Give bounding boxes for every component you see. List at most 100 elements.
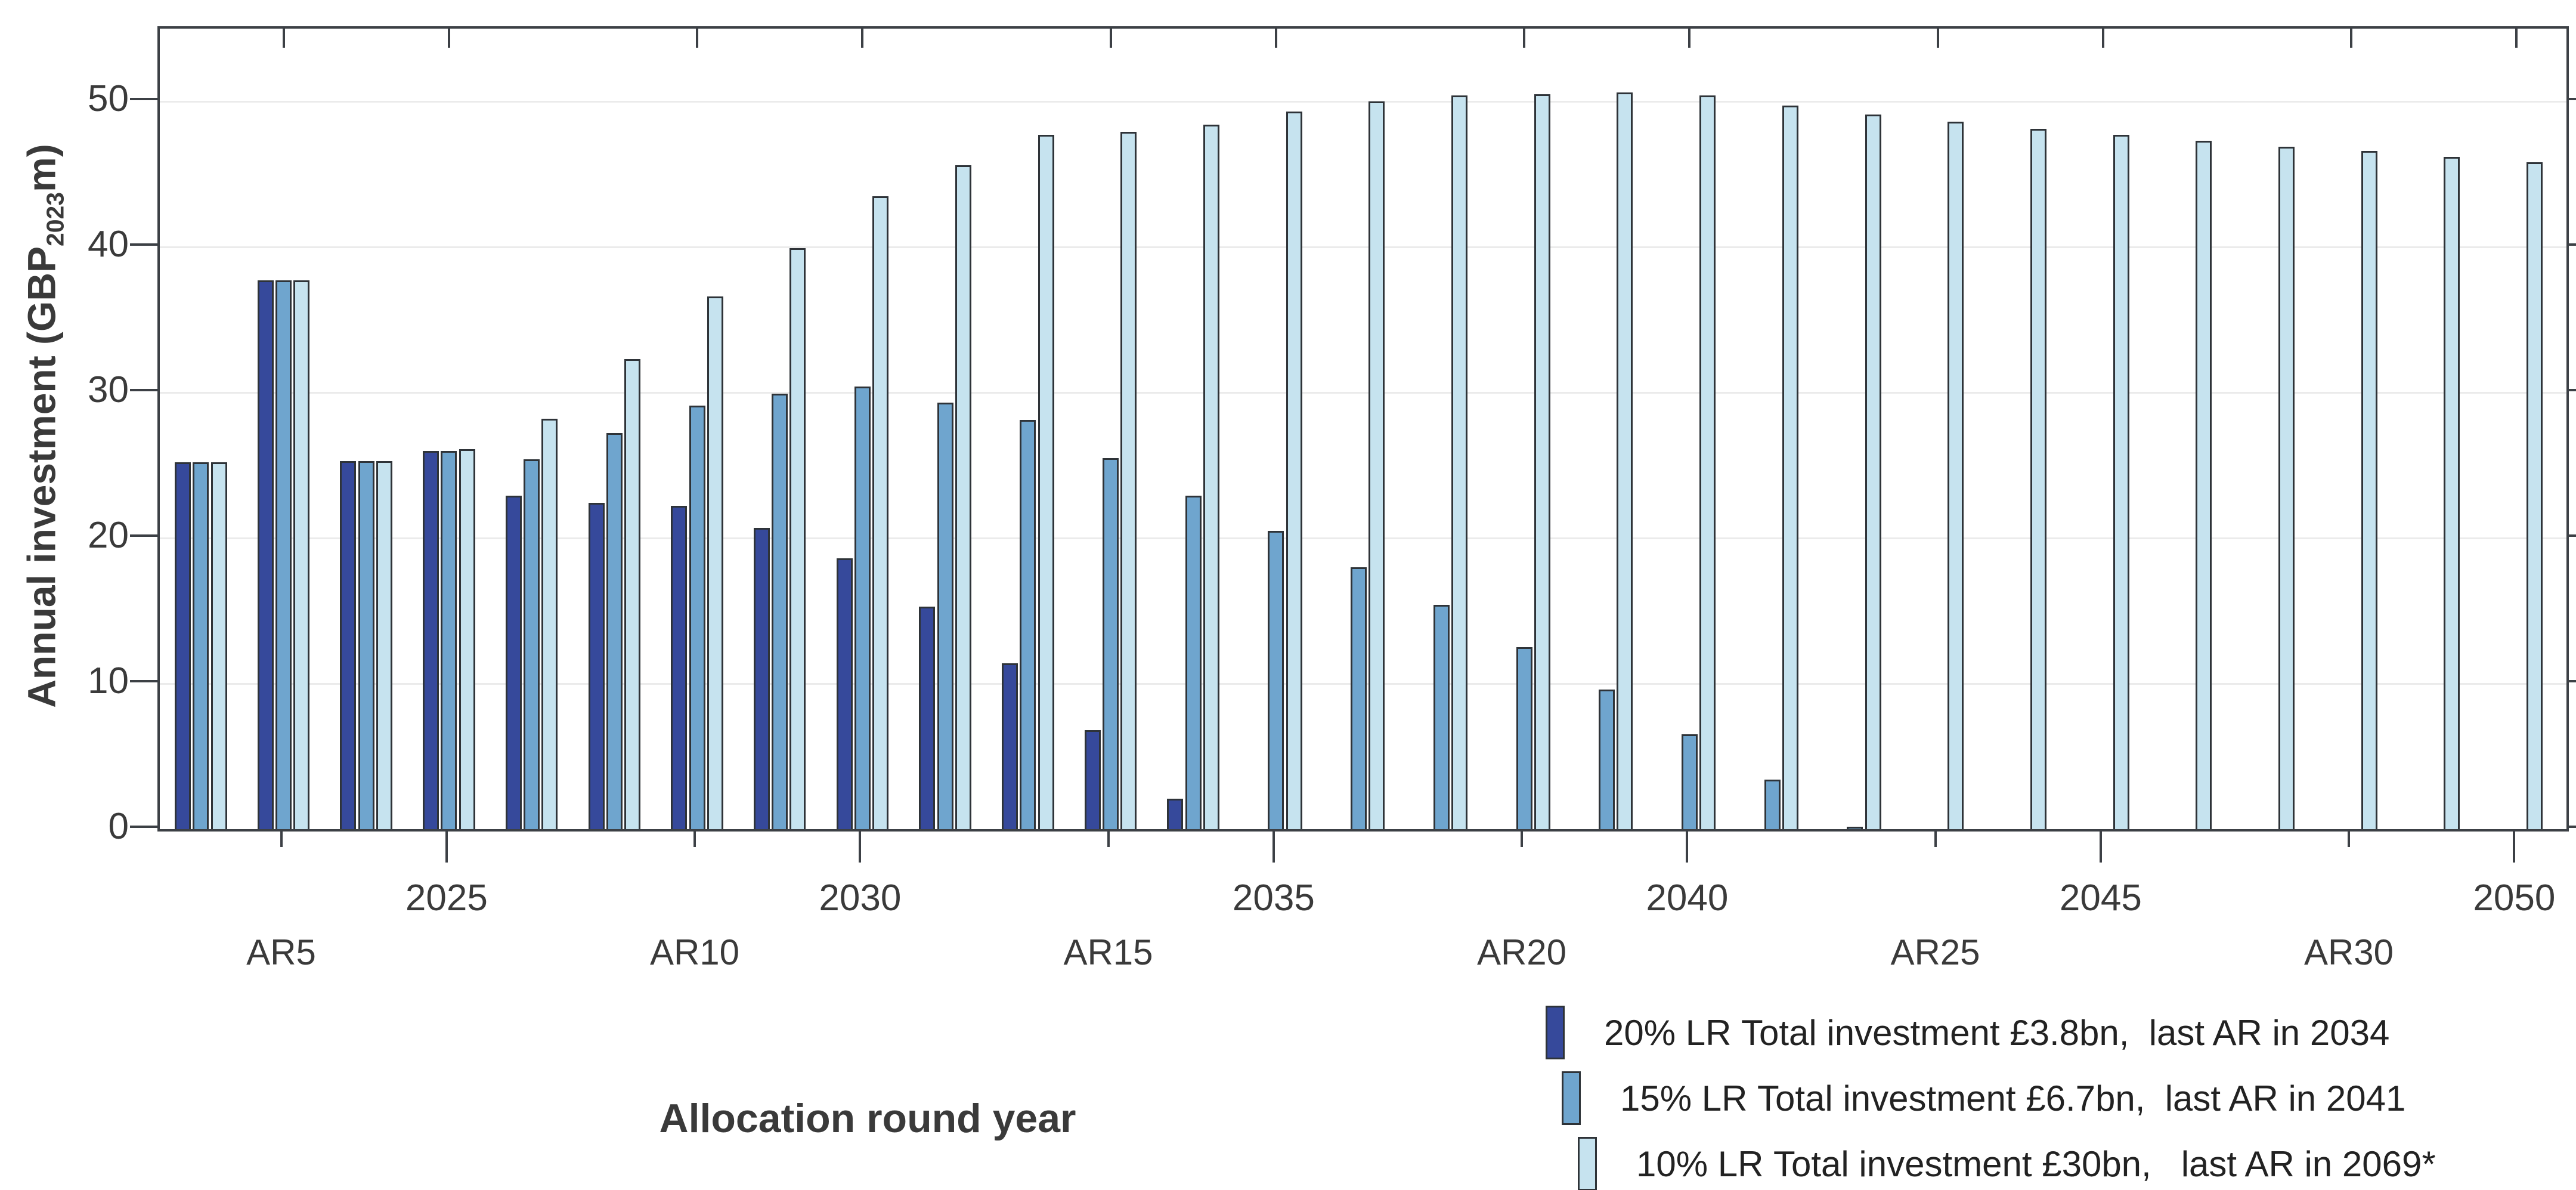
- bar-10pct-2031: [955, 165, 971, 829]
- bar-15pct-2029: [772, 394, 788, 829]
- bar-20pct-2026: [505, 496, 522, 829]
- bar-15pct-2028: [689, 406, 705, 829]
- bar-20pct-2033: [1084, 730, 1101, 829]
- bar-20pct-2034: [1167, 799, 1184, 829]
- bar-10pct-2044: [2030, 129, 2046, 829]
- bar-10pct-2050: [2527, 162, 2543, 829]
- y-tick-right-50: [2566, 98, 2576, 100]
- bar-20pct-2029: [753, 528, 770, 829]
- y-tick-label-10: 10: [88, 660, 129, 701]
- bar-10pct-2029: [789, 248, 806, 829]
- y-tick-left-40: [130, 243, 157, 246]
- ar-label-ar25: AR25: [1890, 932, 1980, 972]
- ar-label-ar15: AR15: [1063, 932, 1153, 972]
- y-tick-label-20: 20: [88, 515, 129, 556]
- bar-20pct-2022: [175, 462, 191, 829]
- legend-desc-15pct: Total investment £6.7bn, last AR in 2041: [1757, 1078, 2406, 1118]
- x-top-tick-ar15: [1109, 29, 1112, 48]
- bar-10pct-2042: [1865, 115, 1881, 829]
- bar-20pct-2023: [257, 280, 274, 829]
- bar-10pct-2022: [210, 462, 227, 829]
- legend-desc-20pct: Total investment £3.8bn, last AR in 2034: [1741, 1012, 2390, 1053]
- y-tick-right-30: [2566, 389, 2576, 391]
- bar-15pct-2034: [1185, 496, 1202, 829]
- x-tick-year-2050: [2513, 829, 2516, 863]
- x-top-tick-year-2040: [1688, 29, 1691, 48]
- bar-20pct-2025: [423, 451, 439, 829]
- bar-10pct-2025: [459, 449, 475, 829]
- x-top-tick-ar30: [2350, 29, 2352, 48]
- gridline-y20: [160, 537, 2566, 539]
- bar-20pct-2030: [836, 558, 853, 829]
- x-top-tick-ar20: [1523, 29, 1525, 48]
- y-tick-left-30: [130, 389, 157, 391]
- bar-10pct-2041: [1782, 106, 1798, 829]
- bar-10pct-2026: [541, 419, 558, 829]
- y-axis-title-post: m): [19, 144, 64, 192]
- x-tick-label-2040: 2040: [1646, 877, 1729, 919]
- bar-15pct-2024: [358, 461, 374, 829]
- x-tick-label-2035: 2035: [1232, 877, 1315, 919]
- bar-15pct-2039: [1599, 690, 1615, 829]
- y-tick-left-20: [130, 534, 157, 537]
- bar-10pct-2039: [1617, 92, 1633, 829]
- legend-swatch-10pct: [1578, 1137, 1597, 1190]
- legend: 20% LR Total investment £3.8bn, last AR …: [1546, 1000, 2436, 1190]
- bar-10pct-2030: [872, 196, 889, 829]
- bar-15pct-2026: [524, 459, 540, 829]
- legend-row-20pct: 20% LR Total investment £3.8bn, last AR …: [1546, 1000, 2436, 1065]
- y-tick-right-20: [2566, 534, 2576, 537]
- legend-row-10pct: 10% LR Total investment £30bn, last AR i…: [1546, 1131, 2436, 1190]
- bar-10pct-2028: [707, 296, 723, 829]
- ar-label-ar30: AR30: [2303, 932, 2394, 972]
- bar-10pct-2049: [2444, 157, 2460, 829]
- ar-label-ar10: AR10: [649, 932, 740, 972]
- x-tick-ar10: [693, 829, 696, 847]
- bar-20pct-2027: [588, 503, 605, 829]
- x-tick-label-2050: 2050: [2473, 877, 2556, 919]
- y-tick-label-0: 0: [108, 806, 129, 847]
- legend-swatch-20pct: [1546, 1006, 1565, 1059]
- gridline-y40: [160, 246, 2566, 248]
- legend-desc-10pct: Total investment £30bn, last AR in 2069*: [1773, 1143, 2436, 1184]
- x-tick-ar20: [1521, 829, 1523, 847]
- x-tick-year-2045: [2099, 829, 2102, 863]
- bar-15pct-2038: [1516, 647, 1532, 829]
- bar-10pct-2032: [1038, 135, 1054, 829]
- y-tick-left-0: [130, 826, 157, 828]
- x-axis-title: Allocation round year: [659, 1096, 1076, 1141]
- y-tick-right-0: [2566, 826, 2576, 828]
- x-top-tick-year-2045: [2101, 29, 2104, 48]
- bar-20pct-2031: [919, 607, 936, 829]
- bar-10pct-2034: [1203, 125, 1219, 829]
- x-top-tick-ar10: [696, 29, 698, 48]
- y-tick-label-40: 40: [88, 224, 129, 265]
- x-tick-ar30: [2348, 829, 2350, 847]
- bar-10pct-2048: [2361, 151, 2377, 829]
- x-tick-ar25: [1934, 829, 1937, 847]
- bar-10pct-2037: [1451, 95, 1468, 829]
- ar-label-ar5: AR5: [246, 932, 316, 972]
- legend-label-10pct: 10% LR: [1636, 1143, 1764, 1184]
- x-top-tick-year-2050: [2515, 29, 2518, 48]
- legend-swatch-15pct: [1562, 1071, 1581, 1125]
- bar-15pct-2042: [1847, 827, 1863, 829]
- legend-row-15pct: 15% LR Total investment £6.7bn, last AR …: [1546, 1065, 2436, 1131]
- x-top-tick-year-2025: [447, 29, 450, 48]
- bar-10pct-2035: [1286, 112, 1302, 829]
- y-axis-title-pre: Annual investment (GBP: [19, 246, 64, 708]
- bar-15pct-2025: [441, 451, 457, 829]
- bar-20pct-2028: [671, 506, 688, 829]
- bar-15pct-2027: [606, 433, 623, 829]
- x-tick-label-2030: 2030: [819, 877, 902, 919]
- bar-10pct-2033: [1120, 132, 1137, 829]
- bar-10pct-2038: [1534, 94, 1550, 829]
- bar-15pct-2031: [937, 403, 953, 829]
- plot-area: [157, 26, 2569, 832]
- x-top-tick-ar25: [1936, 29, 1939, 48]
- bar-15pct-2041: [1764, 780, 1781, 829]
- bar-10pct-2047: [2278, 147, 2295, 829]
- bar-20pct-2032: [1002, 663, 1018, 829]
- x-tick-label-2045: 2045: [2059, 877, 2142, 919]
- bar-10pct-2024: [376, 461, 392, 829]
